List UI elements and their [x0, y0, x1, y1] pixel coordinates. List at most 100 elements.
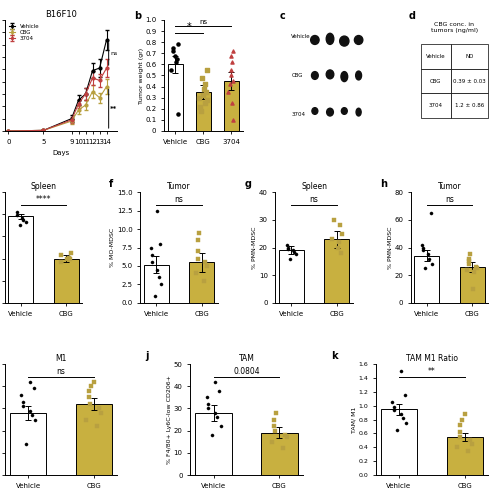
Title: Tumor: Tumor — [438, 182, 461, 191]
Title: Spleen: Spleen — [301, 182, 327, 191]
Point — [26, 406, 34, 414]
Point — [195, 94, 203, 102]
Text: ns: ns — [175, 195, 183, 204]
Point — [26, 378, 34, 386]
Point — [389, 406, 397, 414]
Point — [466, 436, 474, 444]
Point — [194, 254, 202, 262]
Y-axis label: % PMN-MDSC: % PMN-MDSC — [387, 226, 393, 269]
Text: d: d — [409, 11, 416, 21]
Y-axis label: % MO-MDSC: % MO-MDSC — [110, 228, 115, 267]
Point — [173, 58, 180, 66]
Point — [203, 262, 211, 270]
Point — [174, 55, 181, 63]
Point — [396, 367, 404, 375]
Point — [200, 277, 208, 285]
Text: ns: ns — [445, 195, 454, 204]
Point — [22, 440, 30, 448]
Point — [337, 222, 345, 230]
Point — [19, 398, 27, 406]
Point — [148, 251, 156, 259]
Point — [204, 404, 212, 412]
Point — [286, 254, 294, 262]
Ellipse shape — [354, 36, 363, 44]
Point — [200, 92, 208, 100]
Point — [465, 258, 473, 266]
Point — [228, 99, 236, 107]
Text: ns: ns — [199, 19, 208, 25]
Point — [204, 400, 212, 408]
Point — [328, 235, 336, 243]
Point — [388, 398, 396, 406]
Point — [201, 99, 209, 107]
Point — [271, 422, 279, 430]
FancyBboxPatch shape — [421, 69, 451, 93]
Text: CBG conc. in
tumors (ng/ml): CBG conc. in tumors (ng/ml) — [431, 22, 478, 33]
Point — [288, 246, 296, 254]
Point — [279, 444, 287, 452]
Point — [82, 416, 90, 424]
Text: *: * — [187, 22, 192, 32]
Point — [461, 410, 469, 418]
Point — [227, 72, 235, 80]
Point — [148, 258, 156, 266]
Y-axis label: % F4/80+ Ly6C-low CD206+: % F4/80+ Ly6C-low CD206+ — [167, 375, 172, 464]
Text: 1.2 ± 0.86: 1.2 ± 0.86 — [455, 103, 484, 108]
Ellipse shape — [326, 70, 334, 79]
Point — [224, 88, 232, 96]
Ellipse shape — [312, 108, 318, 114]
Point — [419, 246, 427, 254]
Point — [268, 438, 276, 446]
Point — [465, 254, 473, 262]
Point — [169, 44, 177, 52]
Point — [169, 47, 177, 55]
Point — [93, 422, 101, 430]
Point — [32, 416, 39, 424]
Point — [22, 218, 30, 226]
Point — [283, 434, 291, 442]
Point — [86, 400, 94, 408]
Y-axis label: TAM/ M1: TAM/ M1 — [352, 406, 357, 432]
Text: ****: **** — [36, 195, 51, 204]
Text: c: c — [280, 11, 285, 21]
Point — [271, 416, 279, 424]
Point — [192, 270, 200, 278]
Text: 3704: 3704 — [291, 112, 305, 117]
Point — [399, 414, 407, 422]
Point — [273, 409, 281, 417]
Text: CBG: CBG — [430, 78, 442, 84]
Bar — [381, 409, 417, 475]
Ellipse shape — [356, 108, 361, 116]
Point — [194, 236, 202, 244]
Point — [271, 426, 279, 434]
Point — [213, 414, 221, 422]
Bar — [144, 264, 169, 303]
Point — [472, 263, 480, 271]
Point — [13, 211, 21, 219]
Point — [469, 285, 477, 293]
Point — [153, 206, 161, 214]
Point — [215, 386, 223, 394]
Point — [95, 404, 103, 412]
Text: f: f — [109, 178, 113, 188]
Point — [58, 258, 66, 266]
Point — [389, 403, 397, 411]
Point — [463, 266, 471, 274]
Text: Vehicle: Vehicle — [291, 34, 311, 39]
Bar — [10, 413, 46, 475]
Text: ND: ND — [465, 54, 474, 59]
Bar — [414, 256, 439, 303]
Point — [226, 80, 234, 88]
Point — [202, 88, 210, 96]
Point — [203, 394, 211, 402]
Point — [428, 260, 436, 268]
Text: ns: ns — [110, 52, 117, 57]
Point — [465, 260, 473, 268]
Point — [16, 222, 24, 230]
Point — [458, 416, 466, 424]
Point — [64, 254, 71, 262]
Point — [200, 85, 208, 93]
Text: Vehicle: Vehicle — [426, 54, 446, 59]
Text: h: h — [380, 178, 387, 188]
Point — [229, 77, 237, 85]
